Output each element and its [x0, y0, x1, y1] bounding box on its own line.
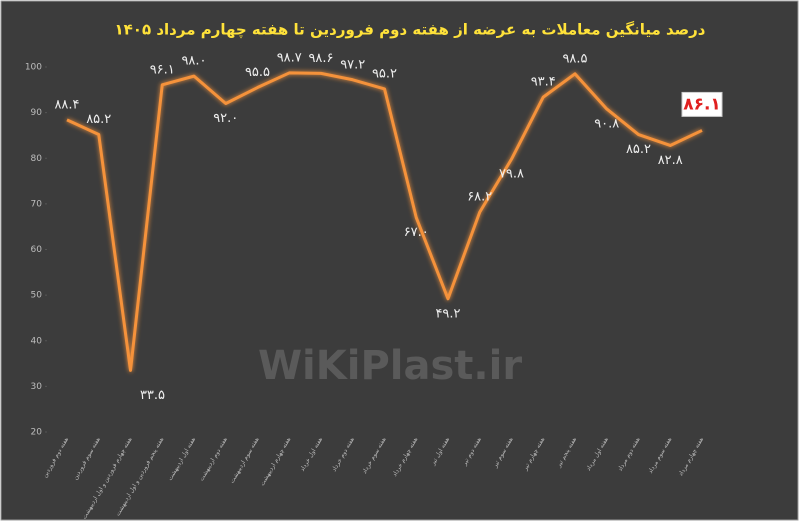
value-label: ۸۶.۱: [683, 94, 721, 114]
value-label: ۹۷.۲: [340, 57, 365, 72]
y-tick-label: 90: [31, 108, 43, 118]
value-label: ۹۸.۰: [181, 54, 206, 69]
line: [66, 71, 703, 372]
y-tick-label: 80: [31, 154, 43, 164]
y-tick-label: 30: [31, 382, 43, 392]
value-label: ۸۸.۴: [54, 97, 79, 112]
value-label: ۷۹.۸: [499, 167, 524, 182]
y-tick-label: 50: [31, 291, 43, 301]
value-label: ۹۲.۰: [213, 111, 238, 126]
chart-title: درصد میانگین معاملات به عرضه از هفته دوم…: [114, 21, 705, 40]
value-label: ۹۸.۷: [277, 50, 302, 65]
value-label: ۹۵.۵: [245, 65, 270, 80]
value-label: ۹۸.۶: [308, 51, 333, 66]
value-label: ۸۵.۲: [626, 142, 651, 157]
y-tick-label: 60: [31, 245, 43, 255]
value-label: ۹۶.۱: [150, 62, 175, 77]
value-label: ۹۸.۵: [562, 51, 587, 66]
y-tick-label: 20: [31, 428, 43, 438]
value-label: ۸۲.۸: [658, 153, 683, 168]
y-tick-label: 70: [31, 199, 43, 209]
value-label: ۹۰.۸: [594, 116, 619, 131]
value-label: ۶۷.۰: [404, 225, 429, 240]
highlight-box: [681, 91, 723, 117]
y-tick-label: 100: [25, 63, 42, 73]
watermark: WiKiPlast.ir: [258, 343, 522, 389]
value-label: ۸۵.۲: [86, 112, 111, 127]
value-label: ۹۵.۲: [372, 66, 397, 81]
value-label: ۴۹.۲: [435, 306, 460, 321]
value-label: ۳۳.۵: [140, 388, 165, 403]
y-tick-label: 40: [31, 336, 43, 346]
value-label: ۶۸.۲: [467, 190, 492, 205]
value-label: ۹۳.۴: [531, 75, 556, 90]
